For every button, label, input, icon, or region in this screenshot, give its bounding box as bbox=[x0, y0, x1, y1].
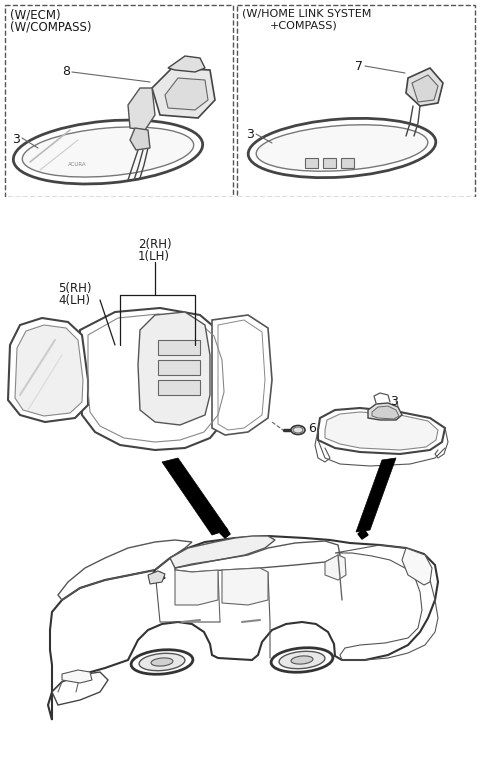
Ellipse shape bbox=[271, 648, 333, 672]
Polygon shape bbox=[222, 568, 268, 605]
Polygon shape bbox=[412, 75, 438, 102]
Ellipse shape bbox=[13, 120, 203, 184]
Text: (W/COMPASS): (W/COMPASS) bbox=[10, 21, 92, 34]
Polygon shape bbox=[158, 380, 200, 395]
Polygon shape bbox=[175, 570, 218, 605]
Polygon shape bbox=[168, 56, 205, 72]
Bar bbox=[5, 5, 233, 197]
Polygon shape bbox=[130, 128, 150, 150]
Polygon shape bbox=[162, 458, 228, 535]
Text: 3: 3 bbox=[390, 395, 398, 408]
Polygon shape bbox=[138, 312, 210, 425]
Polygon shape bbox=[170, 536, 275, 568]
Ellipse shape bbox=[256, 125, 428, 171]
Text: 3: 3 bbox=[246, 128, 254, 141]
Polygon shape bbox=[406, 68, 443, 106]
Text: ACURA: ACURA bbox=[68, 162, 86, 167]
Ellipse shape bbox=[293, 427, 303, 433]
Polygon shape bbox=[15, 325, 83, 416]
Ellipse shape bbox=[248, 119, 436, 177]
Text: +COMPASS): +COMPASS) bbox=[270, 21, 338, 31]
Text: 1(LH): 1(LH) bbox=[138, 250, 170, 263]
Polygon shape bbox=[368, 403, 402, 420]
Polygon shape bbox=[358, 529, 368, 539]
Bar bbox=[237, 5, 475, 197]
Ellipse shape bbox=[151, 658, 173, 666]
Polygon shape bbox=[48, 536, 438, 720]
Polygon shape bbox=[62, 670, 92, 683]
Polygon shape bbox=[323, 158, 336, 168]
Polygon shape bbox=[402, 548, 432, 585]
Text: 4(LH): 4(LH) bbox=[58, 294, 90, 307]
Text: (W/HOME LINK SYSTEM: (W/HOME LINK SYSTEM bbox=[242, 9, 372, 19]
Bar bbox=[0, 197, 480, 227]
Text: 6: 6 bbox=[308, 422, 316, 435]
Polygon shape bbox=[341, 158, 354, 168]
Polygon shape bbox=[128, 88, 155, 130]
Ellipse shape bbox=[139, 653, 185, 670]
Ellipse shape bbox=[131, 650, 193, 674]
Ellipse shape bbox=[279, 651, 325, 669]
Polygon shape bbox=[356, 458, 396, 532]
Polygon shape bbox=[80, 308, 232, 450]
Text: 8: 8 bbox=[62, 65, 70, 78]
Polygon shape bbox=[158, 340, 200, 355]
Text: 5(RH): 5(RH) bbox=[58, 282, 92, 295]
Text: 2(RH): 2(RH) bbox=[138, 238, 172, 251]
Polygon shape bbox=[318, 408, 445, 454]
Polygon shape bbox=[372, 406, 399, 419]
Polygon shape bbox=[148, 571, 165, 584]
Polygon shape bbox=[305, 158, 318, 168]
Polygon shape bbox=[325, 412, 438, 450]
Text: (W/ECM): (W/ECM) bbox=[10, 9, 60, 22]
Polygon shape bbox=[212, 315, 272, 435]
Polygon shape bbox=[165, 78, 208, 110]
Polygon shape bbox=[152, 68, 215, 118]
Polygon shape bbox=[52, 672, 108, 705]
Ellipse shape bbox=[22, 127, 194, 177]
Polygon shape bbox=[220, 528, 230, 538]
Polygon shape bbox=[158, 360, 200, 375]
Ellipse shape bbox=[291, 425, 305, 435]
Ellipse shape bbox=[291, 656, 313, 664]
Text: 3: 3 bbox=[12, 133, 20, 146]
Text: 7: 7 bbox=[355, 60, 363, 73]
Polygon shape bbox=[8, 318, 88, 422]
Polygon shape bbox=[325, 555, 346, 580]
